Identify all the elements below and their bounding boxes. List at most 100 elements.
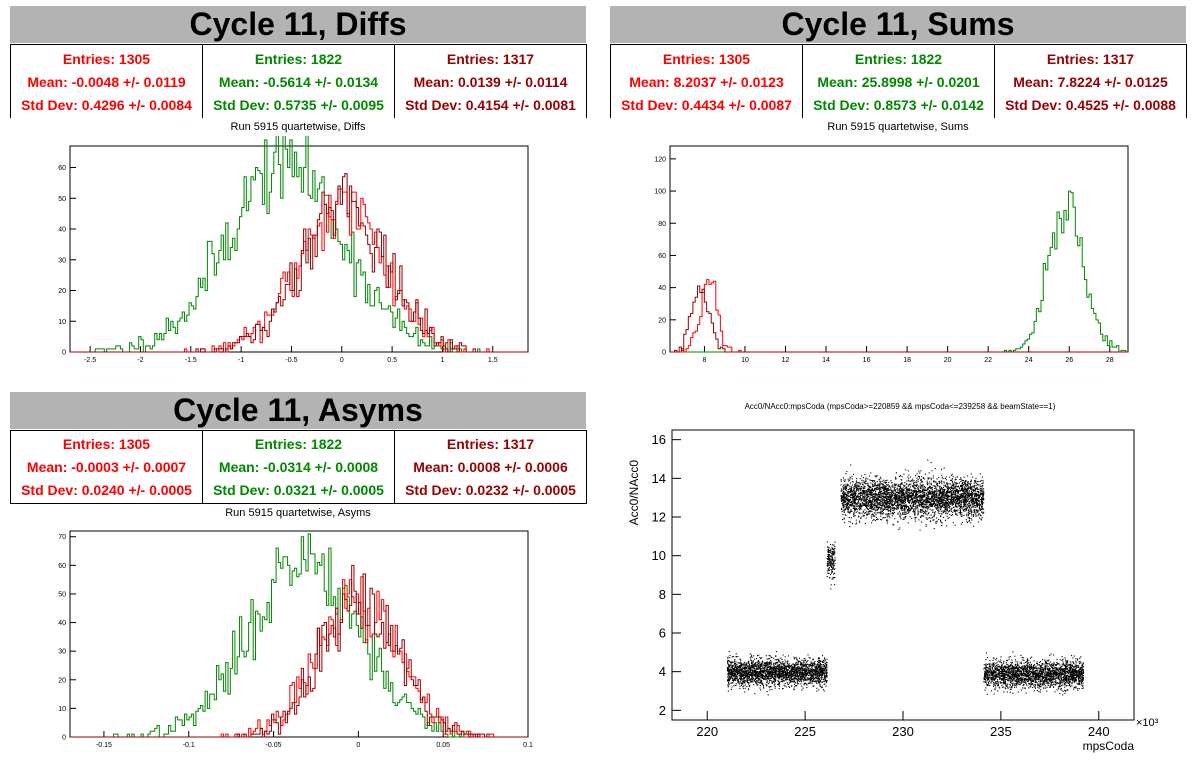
scatter-point (913, 489, 915, 491)
scatter-point (882, 489, 885, 491)
scatter-point (796, 675, 798, 677)
scatter-point (981, 505, 983, 507)
scatter-point (730, 676, 732, 678)
scatter-point (768, 655, 770, 657)
scatter-point (786, 675, 788, 677)
scatter-point (770, 679, 772, 682)
scatter-point (769, 662, 771, 664)
scatter-point (821, 669, 823, 671)
scatter-point (732, 670, 734, 672)
scatter-point (831, 556, 833, 558)
stat-column-darkred: Entries: 1317 Mean: 0.0139 +/- 0.0114 St… (395, 45, 587, 118)
scatter-point (944, 501, 947, 503)
scatter-point (809, 678, 811, 680)
scatter-point (757, 665, 759, 667)
scatter-point (769, 673, 771, 675)
scatter-point (828, 570, 830, 572)
scatter-point (744, 674, 746, 677)
scatter-point (814, 673, 817, 675)
scatter-point (931, 491, 933, 493)
scatter-point (805, 664, 807, 666)
scatter-point (783, 663, 785, 665)
scatter-point (903, 502, 905, 505)
scatter-point (798, 667, 800, 669)
scatter-point (733, 674, 735, 676)
scatter-point (804, 658, 806, 660)
scatter-point (777, 676, 780, 678)
scatter-point (776, 674, 778, 676)
scatter-point (947, 499, 949, 501)
asyms-stats-box: Entries: 1305 Mean: -0.0003 +/- 0.0007 S… (10, 430, 587, 504)
scatter-point (728, 681, 730, 684)
scatter-point (930, 484, 932, 486)
scatter-point (766, 681, 768, 683)
scatter-point (746, 671, 748, 673)
scatter-point (925, 499, 927, 501)
scatter-point (946, 490, 948, 492)
scatter-point (782, 664, 784, 666)
scatter-point (734, 668, 736, 671)
scatter-point (812, 668, 814, 671)
scatter-point (772, 664, 774, 666)
scatter-point (981, 495, 983, 497)
y-tick-label: 0 (662, 350, 666, 357)
scatter-point (800, 674, 802, 676)
scatter-point (853, 513, 855, 515)
scatter-point (874, 515, 876, 517)
scatter-point (962, 479, 964, 482)
scatter-point (870, 495, 872, 497)
scatter-point (739, 662, 741, 664)
scatter-point (895, 484, 897, 486)
scatter-point (739, 677, 741, 680)
scatter-point (807, 669, 809, 671)
scatter-point (905, 497, 907, 499)
scatter-point (827, 565, 829, 567)
scatter-point (769, 662, 771, 664)
scatter-point (763, 664, 765, 666)
scatter-point (729, 665, 731, 667)
scatter-point (854, 497, 856, 499)
scatter-point (767, 663, 769, 665)
scatter-point (735, 661, 737, 663)
scatter-point (759, 666, 761, 669)
scatter-point (802, 678, 804, 680)
scatter-point (919, 495, 921, 497)
scatter-point (884, 506, 886, 508)
scatter-point (797, 683, 799, 685)
scatter-point (910, 509, 912, 511)
scatter-point (780, 676, 782, 678)
scatter-point (825, 680, 828, 683)
scatter-point (820, 660, 822, 663)
scatter-point (814, 669, 816, 671)
scatter-point (828, 550, 830, 552)
scatter-point (793, 671, 795, 673)
scatter-point (869, 507, 871, 509)
scatter-point (828, 561, 830, 563)
scatter-point (803, 674, 805, 676)
scatter-point (800, 673, 803, 675)
scatter-point (929, 520, 931, 522)
scatter-point (756, 675, 758, 677)
scatter-point (924, 488, 926, 490)
scatter-point (759, 665, 761, 667)
scatter-point (818, 680, 820, 682)
scatter-point (743, 677, 745, 679)
scatter-point (833, 577, 835, 579)
scatter-point (772, 672, 774, 674)
scatter-point (888, 481, 890, 484)
scatter-point (951, 492, 953, 494)
scatter-point (818, 665, 820, 667)
scatter-point (776, 662, 778, 664)
scatter-point (731, 669, 733, 671)
scatter-point (793, 679, 795, 681)
scatter-point (727, 659, 729, 661)
scatter-point (791, 673, 793, 675)
scatter-point (892, 490, 894, 492)
scatter-point (728, 675, 730, 677)
scatter-point (782, 667, 784, 669)
scatter-point (748, 663, 750, 666)
scatter-point (848, 507, 850, 509)
scatter-point (756, 675, 758, 677)
scatter-point (775, 667, 778, 669)
scatter-point (896, 488, 898, 490)
